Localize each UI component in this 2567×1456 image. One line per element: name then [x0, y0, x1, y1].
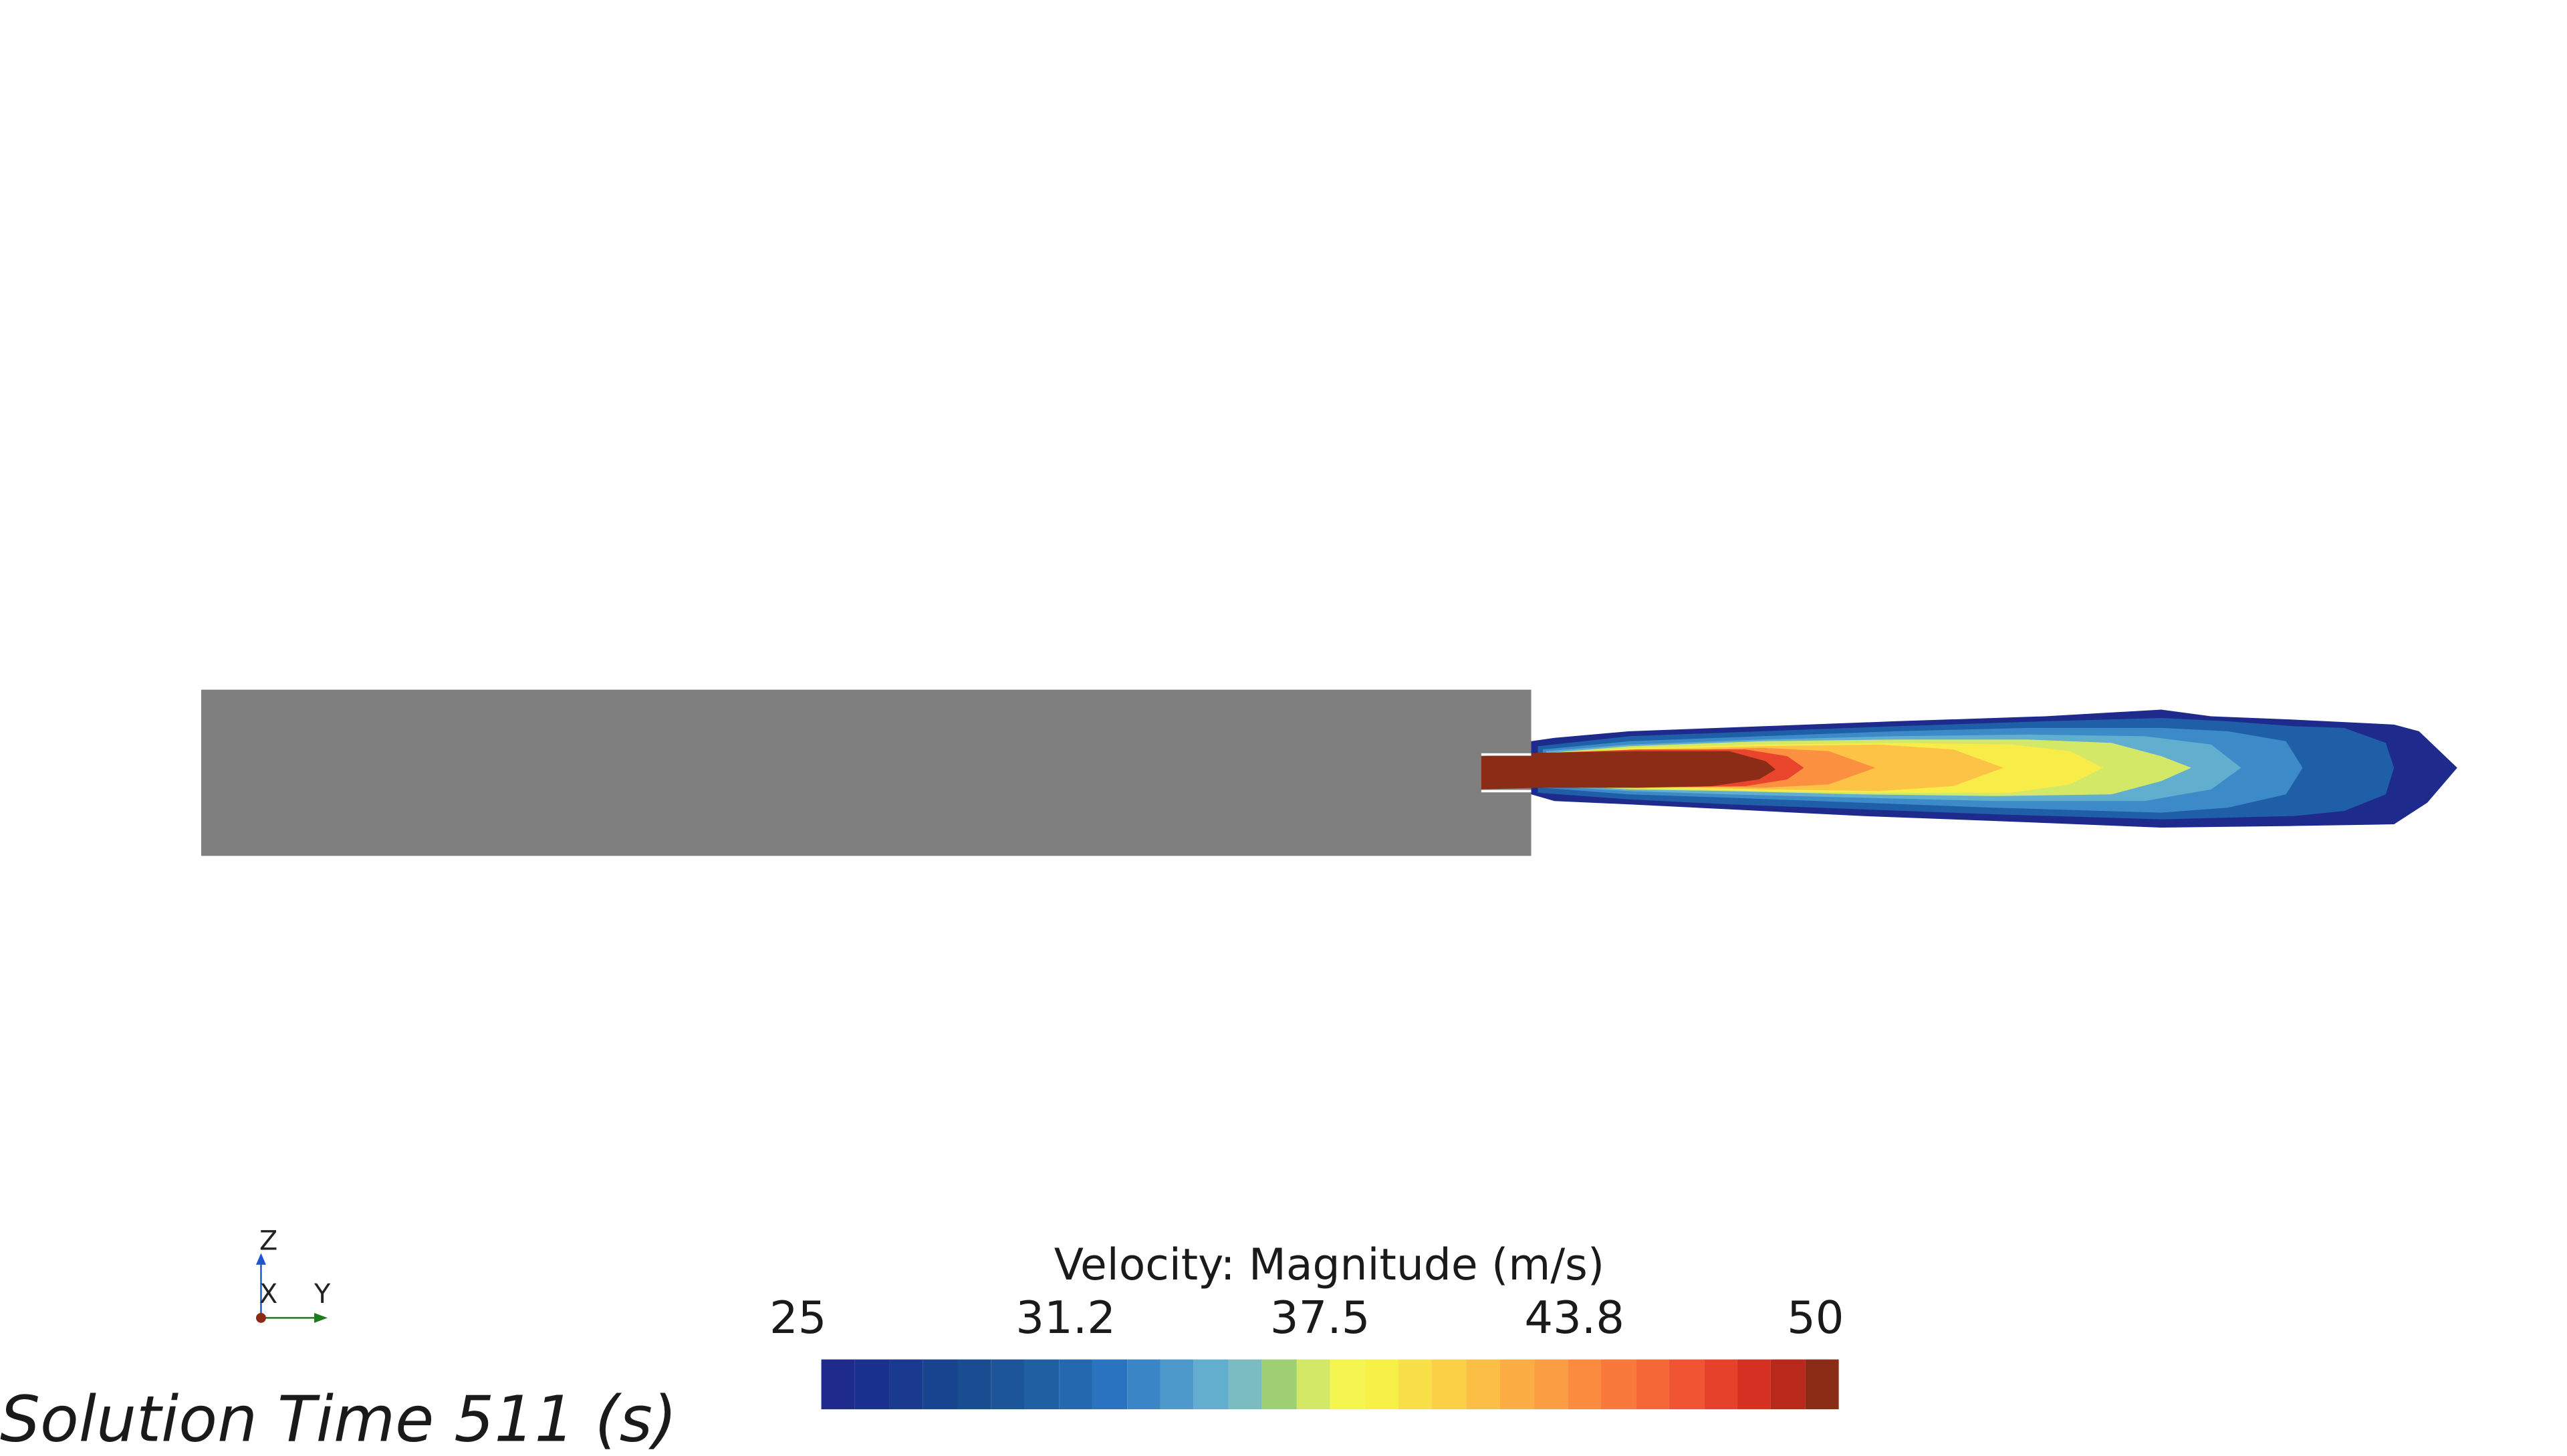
legend-swatch — [957, 1359, 991, 1410]
triad-z-label: Z — [259, 1225, 278, 1257]
legend-tick-min: 25 — [769, 1293, 827, 1345]
legend-swatch — [1194, 1359, 1229, 1410]
legend-swatch — [1398, 1359, 1433, 1410]
solution-time-annotation: Solution Time 511 (s) — [0, 1382, 677, 1455]
legend-swatch — [1092, 1359, 1127, 1410]
nozzle-outline — [1481, 753, 1532, 793]
coordinate-triad[interactable] — [255, 1253, 328, 1323]
legend-swatch — [1025, 1359, 1059, 1410]
legend-tick-max: 50 — [1787, 1293, 1844, 1345]
legend-swatch — [1534, 1359, 1568, 1410]
legend-swatch — [1160, 1359, 1195, 1410]
legend-swatch — [1058, 1359, 1093, 1410]
legend-swatch — [1568, 1359, 1602, 1410]
legend-swatch — [855, 1359, 890, 1410]
legend-swatch — [1262, 1359, 1297, 1410]
solution-time-value: 511 — [454, 1382, 575, 1456]
legend-swatch — [1635, 1359, 1670, 1410]
triad-z-arrowhead — [255, 1253, 266, 1265]
legend-swatch — [1432, 1359, 1466, 1410]
legend-swatch — [991, 1359, 1025, 1410]
legend-swatch — [1126, 1359, 1161, 1410]
legend-tick-4: 43.8 — [1524, 1293, 1624, 1345]
solution-time-label: Solution Time — [0, 1382, 435, 1456]
velocity-plume — [1481, 709, 2457, 828]
legend-tick-2: 31.2 — [1015, 1293, 1116, 1345]
triad-x-label: X — [259, 1278, 278, 1310]
solution-time-unit: (s) — [594, 1382, 677, 1456]
legend-swatch — [1601, 1359, 1636, 1410]
triad-y-arrowhead — [314, 1312, 328, 1323]
legend-swatch — [1296, 1359, 1330, 1410]
legend-swatch — [1330, 1359, 1364, 1410]
solid-part — [201, 689, 1532, 856]
triad-y-label: Y — [314, 1278, 331, 1310]
legend-swatch — [1364, 1359, 1398, 1410]
legend-swatch — [1805, 1359, 1840, 1410]
legend-tick-3: 37.5 — [1269, 1293, 1370, 1345]
legend-swatch — [1771, 1359, 1806, 1410]
legend-swatch — [821, 1359, 856, 1410]
legend-swatch — [889, 1359, 923, 1410]
legend-colorbar — [821, 1359, 1840, 1410]
legend-swatch — [1228, 1359, 1263, 1410]
legend-swatch — [1499, 1359, 1534, 1410]
plume-layer-core — [1481, 751, 1776, 790]
legend-swatch — [1465, 1359, 1500, 1410]
legend-swatch — [1703, 1359, 1737, 1410]
legend-title: Velocity: Magnitude (m/s) — [1054, 1241, 1605, 1292]
legend-swatch — [923, 1359, 957, 1410]
legend-swatch — [1669, 1359, 1704, 1410]
triad-x-origin — [255, 1312, 266, 1323]
legend-swatch — [1737, 1359, 1771, 1410]
